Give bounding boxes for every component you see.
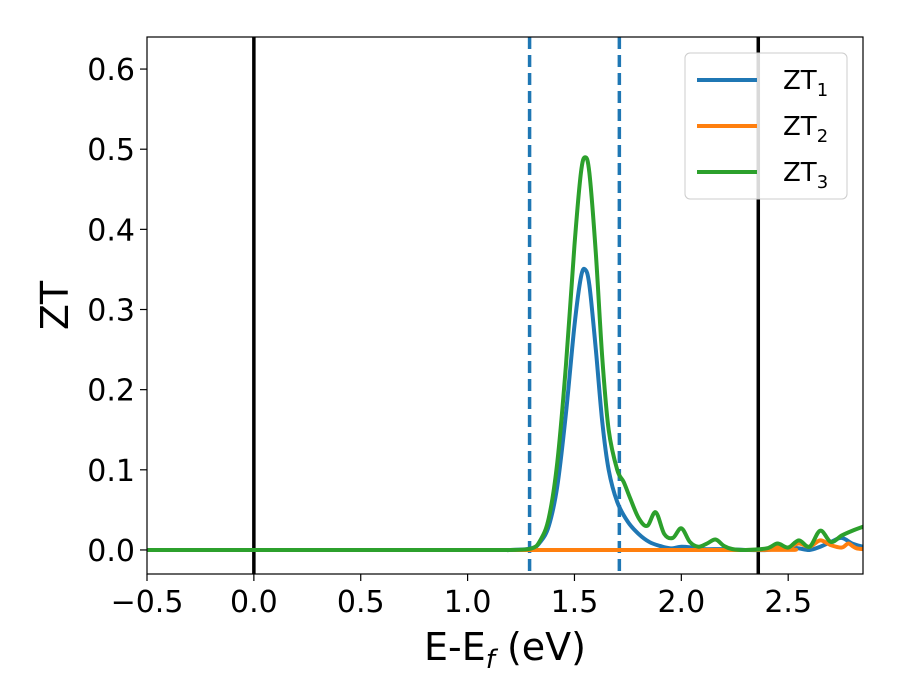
- x-label-main: E-E: [424, 625, 486, 669]
- y-tick-label: 0.6: [87, 53, 135, 88]
- x-tick-label: 2.5: [764, 585, 812, 620]
- x-label-tail: (eV): [495, 625, 586, 669]
- x-tick-label: 2.0: [657, 585, 705, 620]
- reference-lines: [252, 37, 761, 574]
- legend-box: [684, 52, 848, 200]
- y-tick-label: 0.4: [87, 213, 135, 248]
- series-line-1: [147, 266, 863, 553]
- x-tick-label: 0.0: [230, 585, 278, 620]
- x-tick-label: 1.5: [551, 585, 599, 620]
- y-tick-label: 0.0: [87, 534, 135, 569]
- y-tick-label: 0.5: [87, 133, 135, 168]
- legend-label-1: ZT1: [783, 66, 828, 101]
- x-axis-label: E-Ef (eV): [424, 625, 586, 675]
- x-tick-label: 0.5: [337, 585, 385, 620]
- y-tick-label: 0.1: [87, 454, 135, 489]
- x-tick-label: −0.5: [111, 585, 184, 620]
- legend-label-3: ZT3: [783, 158, 828, 193]
- y-tick-label: 0.2: [87, 374, 135, 409]
- plot-frame: [146, 36, 864, 575]
- series-line-3: [147, 155, 863, 553]
- y-axis-ticks: 0.0 0.1 0.2 0.3 0.4 0.5 0.6: [87, 53, 147, 569]
- series-lines: [147, 155, 863, 553]
- x-axis-ticks: −0.5 0.0 0.5 1.0 1.5 2.0 2.5: [111, 574, 812, 620]
- y-axis-label: ZT: [33, 280, 77, 330]
- y-tick-label: 0.3: [87, 294, 135, 329]
- x-tick-label: 1.0: [444, 585, 492, 620]
- legend: ZT1 ZT2 ZT3: [684, 52, 848, 200]
- legend-label-2: ZT2: [783, 112, 828, 147]
